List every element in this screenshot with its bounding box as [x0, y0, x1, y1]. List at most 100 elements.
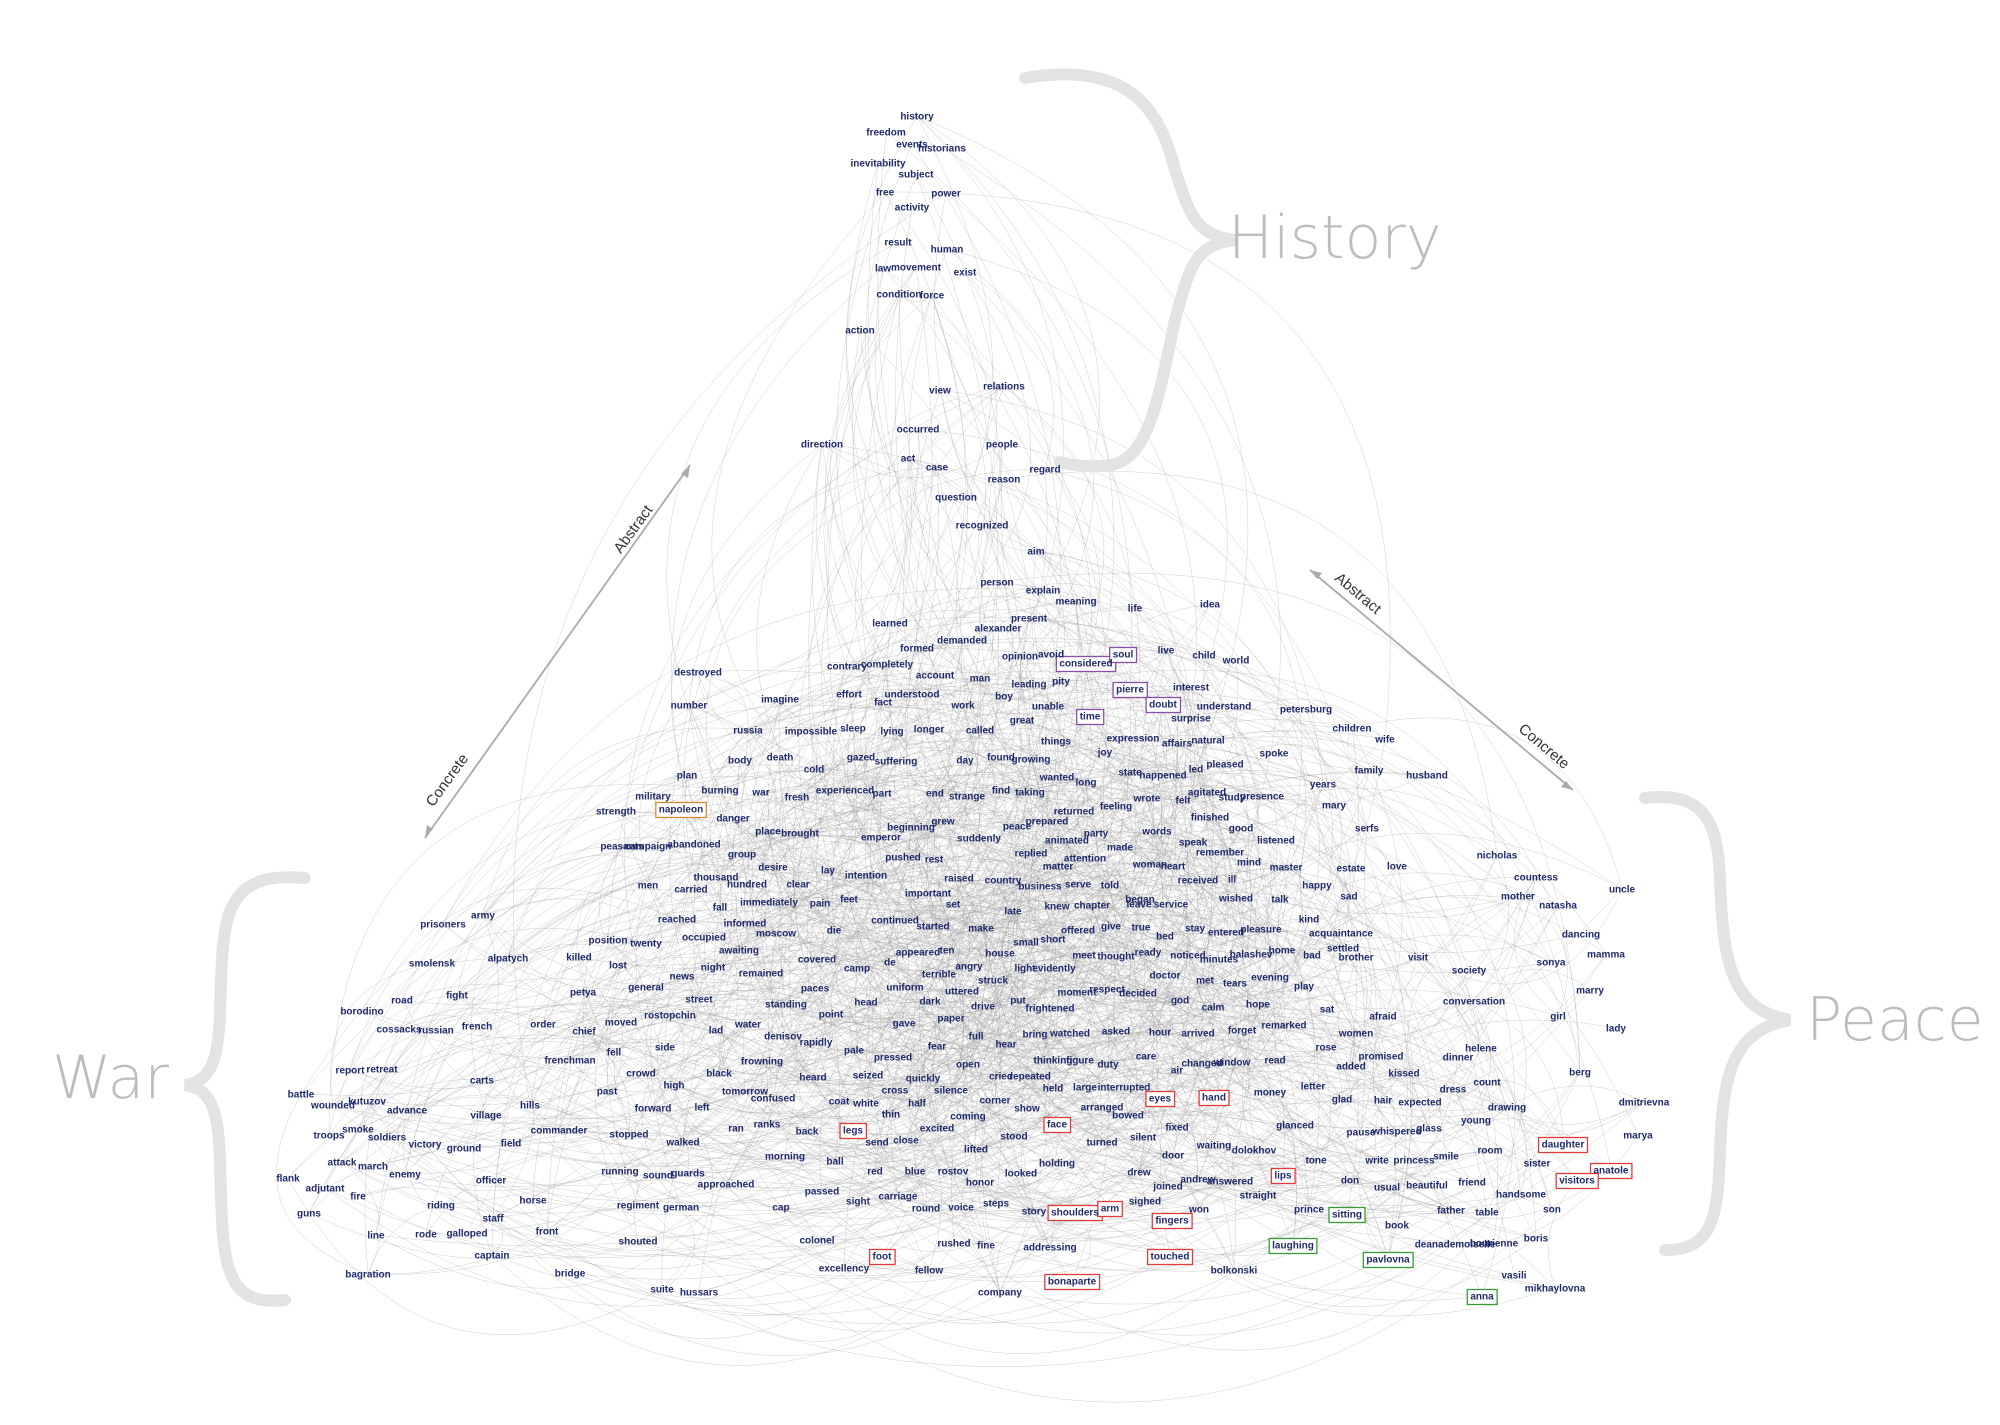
word-node: sound — [643, 1171, 673, 1182]
word-node: abandoned — [667, 840, 720, 851]
word-node: helene — [1465, 1044, 1497, 1055]
highlight-box-red — [1145, 1090, 1176, 1108]
word-node: camp — [844, 964, 870, 975]
word-node: evening — [1251, 973, 1289, 984]
word-node: completely — [861, 660, 914, 671]
word-node: ran — [728, 1124, 744, 1135]
word-node: fear — [928, 1042, 946, 1053]
word-node: continued — [871, 916, 919, 927]
word-node: reached — [658, 915, 696, 926]
word-node: dancing — [1562, 930, 1600, 941]
word-node: aim — [1027, 547, 1044, 558]
word-node: troops — [313, 1131, 345, 1142]
word-node: hussars — [680, 1288, 719, 1299]
word-node: hear — [995, 1040, 1016, 1051]
word-node: door — [1162, 1151, 1184, 1162]
word-node: met — [1196, 976, 1214, 987]
word-node: sitting — [1332, 1210, 1362, 1221]
word-node: denisov — [764, 1032, 802, 1043]
word-node: world — [1222, 656, 1250, 667]
word-node: understand — [1197, 702, 1251, 713]
word-node: forward — [635, 1104, 672, 1115]
word-node: surprise — [1171, 714, 1211, 725]
word-node: uniform — [886, 983, 923, 994]
word-node: question — [935, 493, 977, 504]
word-node: presence — [1240, 792, 1284, 803]
region-label-peace: Peace — [1806, 985, 1984, 1055]
word-node: contrary — [827, 662, 867, 673]
word-node: events — [896, 140, 928, 151]
word-node: battle — [288, 1090, 315, 1101]
word-node: strength — [596, 807, 636, 818]
word-node: acquaintance — [1309, 929, 1373, 940]
word-node: honor — [966, 1178, 994, 1189]
word-node: force — [920, 291, 945, 302]
word-node: regiment — [617, 1201, 660, 1212]
word-node: pleasure — [1240, 925, 1282, 936]
word-node: point — [819, 1010, 844, 1021]
highlight-box-green — [1466, 1288, 1498, 1306]
word-node: view — [929, 386, 951, 397]
word-node: glad — [1332, 1095, 1353, 1106]
word-node: received — [1178, 876, 1219, 887]
word-node: foot — [873, 1252, 893, 1263]
word-node: destroyed — [674, 668, 722, 679]
word-node: morning — [765, 1152, 805, 1163]
word-node: decided — [1119, 989, 1157, 1000]
word-node: ground — [447, 1144, 481, 1155]
axis-label-left-abstract: Abstract — [610, 501, 657, 556]
word-node: live — [1158, 646, 1175, 657]
word-node: bad — [1303, 951, 1321, 962]
word-node: estate — [1337, 864, 1366, 875]
word-node: road — [391, 996, 413, 1007]
word-node: kutuzov — [348, 1097, 386, 1108]
word-node: rostopchin — [644, 1011, 696, 1022]
word-node: frightened — [1026, 1004, 1075, 1015]
word-node: beautiful — [1406, 1181, 1448, 1192]
peace-brace — [1639, 790, 1792, 1256]
word-node: past — [597, 1087, 618, 1098]
word-node: line — [367, 1231, 385, 1242]
word-node: happy — [1302, 881, 1332, 892]
word-node: son — [1543, 1205, 1561, 1216]
word-node: fall — [713, 903, 728, 914]
highlight-box-green — [1268, 1237, 1318, 1255]
word-node: pavlovna — [1366, 1255, 1410, 1266]
word-node: figure — [1066, 1056, 1094, 1067]
word-node: army — [471, 911, 495, 922]
word-node: attention — [1064, 854, 1106, 865]
word-node: back — [796, 1127, 819, 1138]
word-node: longer — [914, 725, 945, 736]
word-node: sight — [846, 1197, 871, 1208]
word-node: die — [827, 926, 842, 937]
word-node: attack — [328, 1158, 357, 1169]
word-node: respect — [1089, 985, 1125, 996]
word-node: affairs — [1162, 739, 1192, 750]
word-node: deanademoiselle — [1415, 1240, 1496, 1251]
word-node: wanted — [1039, 773, 1074, 784]
highlight-box-purple — [1109, 646, 1138, 664]
word-node: corner — [979, 1096, 1010, 1107]
word-node: bridge — [555, 1269, 586, 1280]
word-node: left — [695, 1103, 711, 1114]
word-node: lost — [609, 961, 627, 972]
highlight-box-red — [1589, 1162, 1633, 1180]
word-node: house — [985, 949, 1015, 960]
word-node: pleased — [1206, 760, 1243, 771]
word-node: company — [978, 1288, 1022, 1299]
word-node: society — [1452, 966, 1487, 977]
word-node: service — [1154, 900, 1189, 911]
word-node: petersburg — [1280, 705, 1332, 716]
word-node: fixed — [1165, 1123, 1188, 1134]
highlight-box-red — [1044, 1273, 1101, 1291]
highlight-box-purple — [1145, 696, 1182, 714]
word-node: case — [926, 463, 949, 474]
word-node: things — [1041, 737, 1071, 748]
word-node: pause — [1347, 1128, 1376, 1139]
word-node: ranks — [754, 1120, 781, 1131]
word-node: covered — [798, 955, 836, 966]
word-node: wounded — [310, 1101, 355, 1112]
word-node: flank — [276, 1174, 300, 1185]
word-node: bolkonski — [1211, 1266, 1258, 1277]
word-node: send — [865, 1138, 888, 1149]
